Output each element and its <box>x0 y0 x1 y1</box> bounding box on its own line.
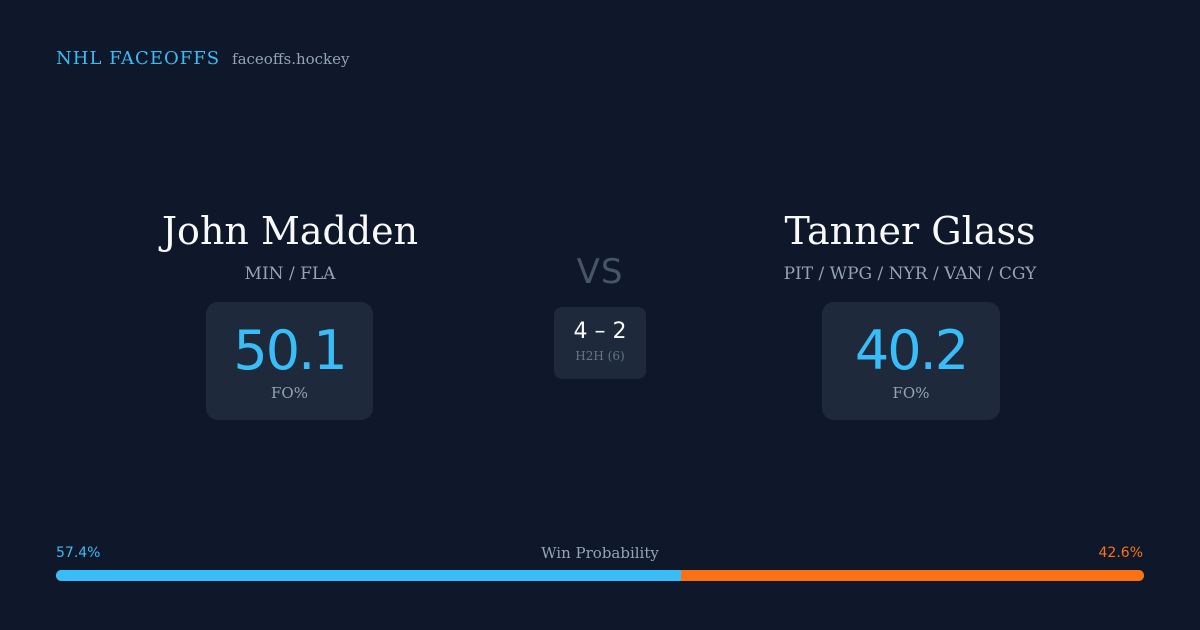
brand-header: NHL FACEOFFS faceoffs.hockey <box>56 48 350 72</box>
player-left-name: John Madden <box>161 209 419 253</box>
player-left-teams: MIN / FLA <box>244 264 336 284</box>
head-to-head-card: 4 – 2 H2H (6) <box>554 307 646 379</box>
brand-name: NHL FACEOFFS <box>56 48 221 69</box>
win-probability-left: 57.4% <box>56 545 101 561</box>
player-left: John Madden MIN / FLA <box>140 206 440 284</box>
win-probability-bar-left <box>56 570 681 581</box>
win-probability-title: Win Probability <box>541 544 659 562</box>
player-right-name: Tanner Glass <box>784 209 1036 253</box>
win-probability-bar-right <box>680 570 1144 581</box>
player-right-stat-card: 40.2 FO% <box>822 302 1000 420</box>
player-right: Tanner Glass PIT / WPG / NYR / VAN / CGY <box>760 206 1060 284</box>
vs-label: VS <box>576 252 624 292</box>
player-left-stat-card: 50.1 FO% <box>206 302 373 420</box>
head-to-head-score: 4 – 2 <box>573 319 627 344</box>
player-right-stat-label: FO% <box>892 384 930 402</box>
player-right-fo-percentage: 40.2 <box>854 319 969 382</box>
player-left-fo-percentage: 50.1 <box>233 319 347 382</box>
win-probability-bar <box>56 570 1144 581</box>
win-probability-right: 42.6% <box>1098 545 1143 561</box>
player-right-teams: PIT / WPG / NYR / VAN / CGY <box>783 264 1037 284</box>
player-left-stat-label: FO% <box>271 384 308 402</box>
brand-url: faceoffs.hockey <box>232 50 350 68</box>
head-to-head-label: H2H (6) <box>575 349 625 363</box>
